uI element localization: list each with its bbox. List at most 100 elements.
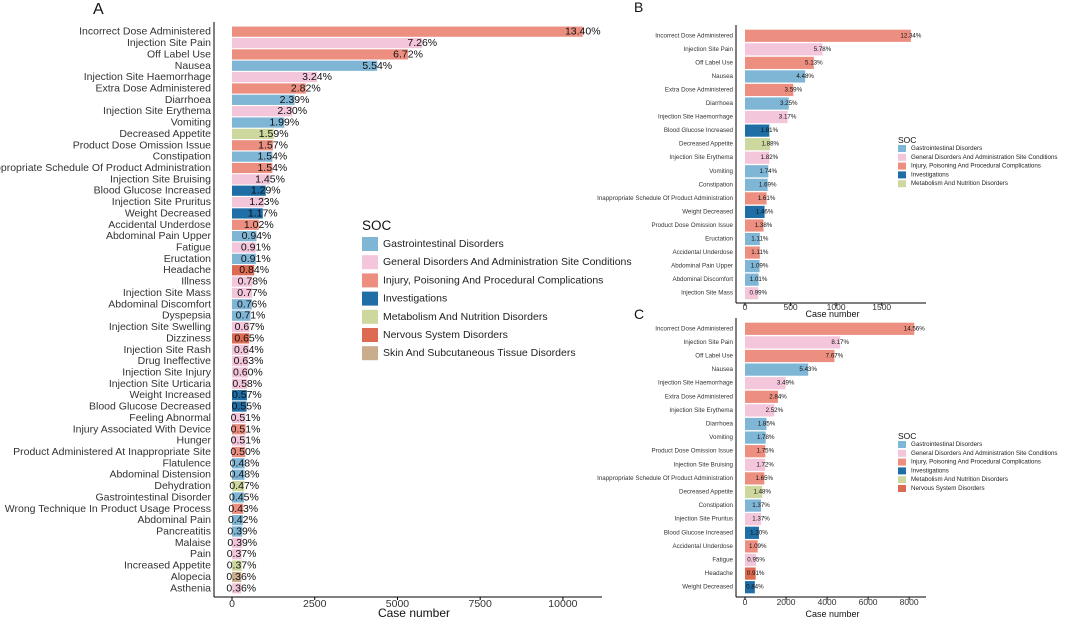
category-label: Dehydration xyxy=(154,480,211,492)
legend-swatch xyxy=(362,273,378,288)
bar xyxy=(745,417,767,431)
bar xyxy=(232,424,246,435)
bar xyxy=(232,83,306,94)
category-label: Illness xyxy=(181,276,211,288)
category-label: Off Label Use xyxy=(695,59,733,66)
category-label: Injury Associated With Device xyxy=(73,423,211,435)
bar xyxy=(745,70,806,83)
bar xyxy=(745,540,758,553)
x-axis-title: Case number xyxy=(378,606,450,620)
category-label: Injection Site Rash xyxy=(123,344,211,356)
category-label: Nausea xyxy=(175,60,211,72)
category-label: Alopecia xyxy=(171,571,211,583)
legend-label: Nervous System Disorders xyxy=(911,485,985,492)
legend-label: Injury, Poisoning And Procedural Complic… xyxy=(383,274,603,286)
category-label: Injection Site Bruising xyxy=(110,173,211,185)
x-axis-title: Case number xyxy=(805,609,859,619)
category-label: Blood Glucose Increased xyxy=(664,127,734,134)
data-label: 0.42% xyxy=(228,514,258,526)
panel-letter-c: C xyxy=(634,306,644,322)
bar xyxy=(232,458,245,469)
data-label: 1.65% xyxy=(756,475,774,482)
bar xyxy=(232,367,248,378)
data-label: 0.84% xyxy=(746,584,764,591)
bar xyxy=(232,231,257,242)
legend-swatch xyxy=(898,145,906,152)
data-label: 0.45% xyxy=(229,491,259,503)
category-label: Pain xyxy=(190,548,211,560)
legend-swatch xyxy=(362,309,378,324)
bar xyxy=(232,583,242,594)
category-label: Feeling Abnormal xyxy=(129,412,211,424)
data-label: 3.49% xyxy=(777,380,795,387)
category-label: Abdominal Pain Upper xyxy=(106,230,212,242)
category-label: Malaise xyxy=(175,537,211,549)
category-label: Blood Glucose Increased xyxy=(664,529,734,536)
bar xyxy=(232,390,247,401)
bar xyxy=(745,567,756,580)
bar xyxy=(232,242,256,253)
data-label: 1.48% xyxy=(753,489,771,496)
data-label: 0.55% xyxy=(232,401,262,413)
category-label: Diarrhoea xyxy=(706,100,734,107)
data-label: 13.40% xyxy=(565,26,601,38)
category-label: Diarrhoea xyxy=(165,94,211,106)
data-label: 1.99% xyxy=(269,117,299,129)
category-label: Injection Site Pain xyxy=(127,37,211,49)
data-label: 7.67% xyxy=(826,353,844,360)
category-label: Injection Site Injury xyxy=(122,366,211,378)
category-label: Product Administered At Inappropriate Si… xyxy=(13,446,211,458)
category-label: Fatigue xyxy=(712,557,733,564)
data-label: 14.56% xyxy=(904,325,925,332)
data-label: 1.78% xyxy=(757,434,775,441)
data-label: 2.84% xyxy=(769,393,787,400)
category-label: Nausea xyxy=(712,366,734,373)
panel-c: C Incorrect Dose Administered 14.56% Inject… xyxy=(597,306,1057,619)
legend-swatch xyxy=(898,153,906,161)
legend-swatch xyxy=(898,449,906,457)
bar xyxy=(232,526,243,537)
bar xyxy=(745,219,764,232)
data-label: 0.99% xyxy=(750,290,768,297)
bar xyxy=(745,581,755,594)
data-label: 8.17% xyxy=(831,339,849,346)
bar xyxy=(745,178,768,191)
data-label: 2.39% xyxy=(280,94,310,106)
data-label: 1.45% xyxy=(255,173,285,185)
bar xyxy=(745,553,757,567)
x-tick-label: 5000 xyxy=(386,598,410,610)
bar xyxy=(232,219,259,230)
category-label: Accidental Underdose xyxy=(672,249,733,256)
category-label: Off Label Use xyxy=(147,48,211,60)
bar xyxy=(745,363,809,376)
bar xyxy=(745,192,767,205)
bar xyxy=(232,435,246,446)
bar xyxy=(745,513,762,526)
bar xyxy=(232,276,253,287)
bar xyxy=(232,356,249,367)
legend-swatch xyxy=(898,180,906,188)
category-label: Wrong Technique In Product Usage Process xyxy=(5,503,211,515)
category-label: Extra Dose Administered xyxy=(95,82,211,94)
category-label: Injection Site Pruritus xyxy=(112,196,211,208)
category-label: Headache xyxy=(163,264,211,276)
legend-swatch xyxy=(362,346,378,361)
bar xyxy=(745,349,835,363)
data-label: 0.43% xyxy=(228,503,258,515)
bar xyxy=(232,515,243,526)
category-label: Accidental Underdose xyxy=(672,543,733,550)
data-label: 1.02% xyxy=(244,219,274,231)
bar xyxy=(232,60,378,71)
legend-title: SOC xyxy=(898,431,916,441)
legend-label: Investigations xyxy=(383,293,447,305)
category-label: Injection Site Erythema xyxy=(669,154,733,161)
x-tick-label: 1000 xyxy=(827,302,846,312)
bar xyxy=(745,404,775,417)
category-label: Weight Increased xyxy=(129,389,211,401)
data-label: 0.50% xyxy=(230,446,260,458)
data-label: 7.26% xyxy=(407,37,437,49)
legend: SOC Gastrointestinal Disorders General Dis… xyxy=(362,218,632,361)
category-label: Blood Glucose Decreased xyxy=(89,401,211,413)
category-label: Injection Site Urticaria xyxy=(109,378,211,390)
